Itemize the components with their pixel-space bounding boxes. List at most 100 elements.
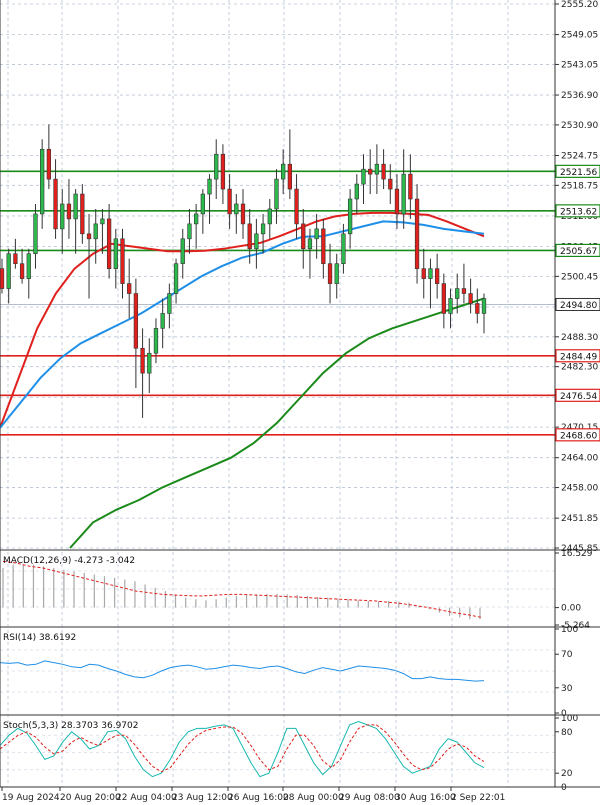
candle xyxy=(247,208,252,264)
level-tag-label: 2484.49 xyxy=(560,352,597,362)
candle-body-down xyxy=(461,288,467,294)
candle xyxy=(167,283,172,329)
candle xyxy=(361,154,366,204)
candle-body-up xyxy=(147,352,152,374)
candle xyxy=(448,288,453,329)
candle-body-down xyxy=(106,218,112,269)
candle-body-up xyxy=(173,263,179,294)
candle-body-up xyxy=(153,328,159,354)
candle xyxy=(73,189,78,254)
macd-tick-label: 16.529 xyxy=(561,549,593,559)
candle-body-up xyxy=(354,183,359,200)
current-price-tag-box xyxy=(555,297,600,311)
candle-body-down xyxy=(86,233,92,240)
candle xyxy=(240,189,246,239)
candle-body-down xyxy=(127,283,132,294)
candle xyxy=(475,288,480,324)
candle-body-up xyxy=(187,223,192,240)
candle-body-down xyxy=(80,193,85,235)
candle-body-down xyxy=(388,178,393,190)
candle xyxy=(434,253,440,299)
stoch-panel: Stoch(5,3,3) 28.3703 36.9702 100 80 20 0 xyxy=(0,714,600,793)
candle-body-up xyxy=(160,313,165,329)
candle xyxy=(140,328,145,418)
candle-body-down xyxy=(394,188,400,215)
candle-body-up xyxy=(341,233,346,264)
candle xyxy=(401,149,406,229)
grid xyxy=(0,0,555,787)
time-tick-label: 29 Aug 08:00 xyxy=(339,793,400,803)
candle xyxy=(100,208,105,254)
candle xyxy=(294,174,299,239)
candle xyxy=(334,253,339,299)
candle-body-down xyxy=(19,263,25,279)
candle xyxy=(13,238,18,269)
price-tick-label: 2549.05 xyxy=(561,31,598,41)
candle-body-up xyxy=(33,213,38,255)
rsi-panel: RSI(14) 38.6192 100 70 30 0 xyxy=(0,625,600,719)
candle xyxy=(468,278,473,314)
rsi-tick-label: 30 xyxy=(561,684,573,694)
candle-body-down xyxy=(421,268,426,279)
candle xyxy=(19,248,25,284)
candle-body-up xyxy=(234,203,239,215)
candle-body-down xyxy=(46,148,52,180)
candle-body-up xyxy=(60,203,65,230)
stoch-tick-label: 80 xyxy=(561,728,573,738)
level-tag-box xyxy=(555,243,600,258)
price-tick-label: 2500.45 xyxy=(561,272,598,282)
level-tag-box xyxy=(555,428,600,442)
time-tick-label: 19 Aug 2024 xyxy=(2,793,60,803)
candle-body-up xyxy=(267,208,272,225)
candle-body-down xyxy=(240,203,246,225)
candle xyxy=(200,189,205,234)
candle xyxy=(327,243,333,304)
candle xyxy=(26,248,31,299)
candle xyxy=(381,149,386,190)
candle-body-up xyxy=(455,288,460,299)
price-tick-label: 2530.90 xyxy=(561,121,598,131)
candle-body-up xyxy=(40,148,45,215)
candle xyxy=(66,179,72,239)
stoch-k-line xyxy=(0,720,485,778)
candle xyxy=(53,159,58,239)
candle xyxy=(153,318,159,364)
candle xyxy=(187,208,192,254)
candle xyxy=(0,258,5,294)
candle-body-up xyxy=(347,198,353,235)
candle-body-down xyxy=(441,283,446,314)
candle-body-down xyxy=(301,223,306,250)
candle-body-down xyxy=(408,173,413,200)
price-tick-label: 2524.75 xyxy=(561,151,598,161)
candle-body-up xyxy=(374,163,380,175)
candle-body-up xyxy=(401,173,406,215)
candle-body-down xyxy=(327,263,333,284)
level-tag-box xyxy=(555,388,600,402)
level-tag-label: 2505.67 xyxy=(560,247,597,257)
candle-body-up xyxy=(428,268,433,279)
candle-body-up xyxy=(307,238,313,250)
candle-body-up xyxy=(93,223,98,240)
candle-body-down xyxy=(468,293,473,304)
candle-body-up xyxy=(254,233,259,250)
time-tick-label: 20 Aug 20:00 xyxy=(60,793,121,803)
candle xyxy=(267,199,272,239)
macd-label: MACD(12,26,9) -4.273 -3.042 xyxy=(3,556,135,566)
candle xyxy=(80,184,85,244)
candle xyxy=(147,338,152,394)
time-tick-label: 2 Sep 22:01 xyxy=(451,793,505,803)
price-tick-label: 2536.90 xyxy=(561,91,598,101)
horizontal-levels xyxy=(0,170,555,436)
candle-body-up xyxy=(167,293,172,314)
candle xyxy=(6,248,11,304)
moving-averages xyxy=(0,211,485,549)
candle xyxy=(414,184,420,284)
candle-body-up xyxy=(481,298,487,314)
price-tick-label: 2482.30 xyxy=(561,363,598,373)
stoch-tick-label: 100 xyxy=(561,714,578,724)
candle-body-up xyxy=(6,253,11,289)
candle xyxy=(227,174,232,229)
candle xyxy=(354,174,359,214)
price-tick-label: 2555.20 xyxy=(561,0,598,10)
level-tag-label: 2513.62 xyxy=(560,207,597,217)
